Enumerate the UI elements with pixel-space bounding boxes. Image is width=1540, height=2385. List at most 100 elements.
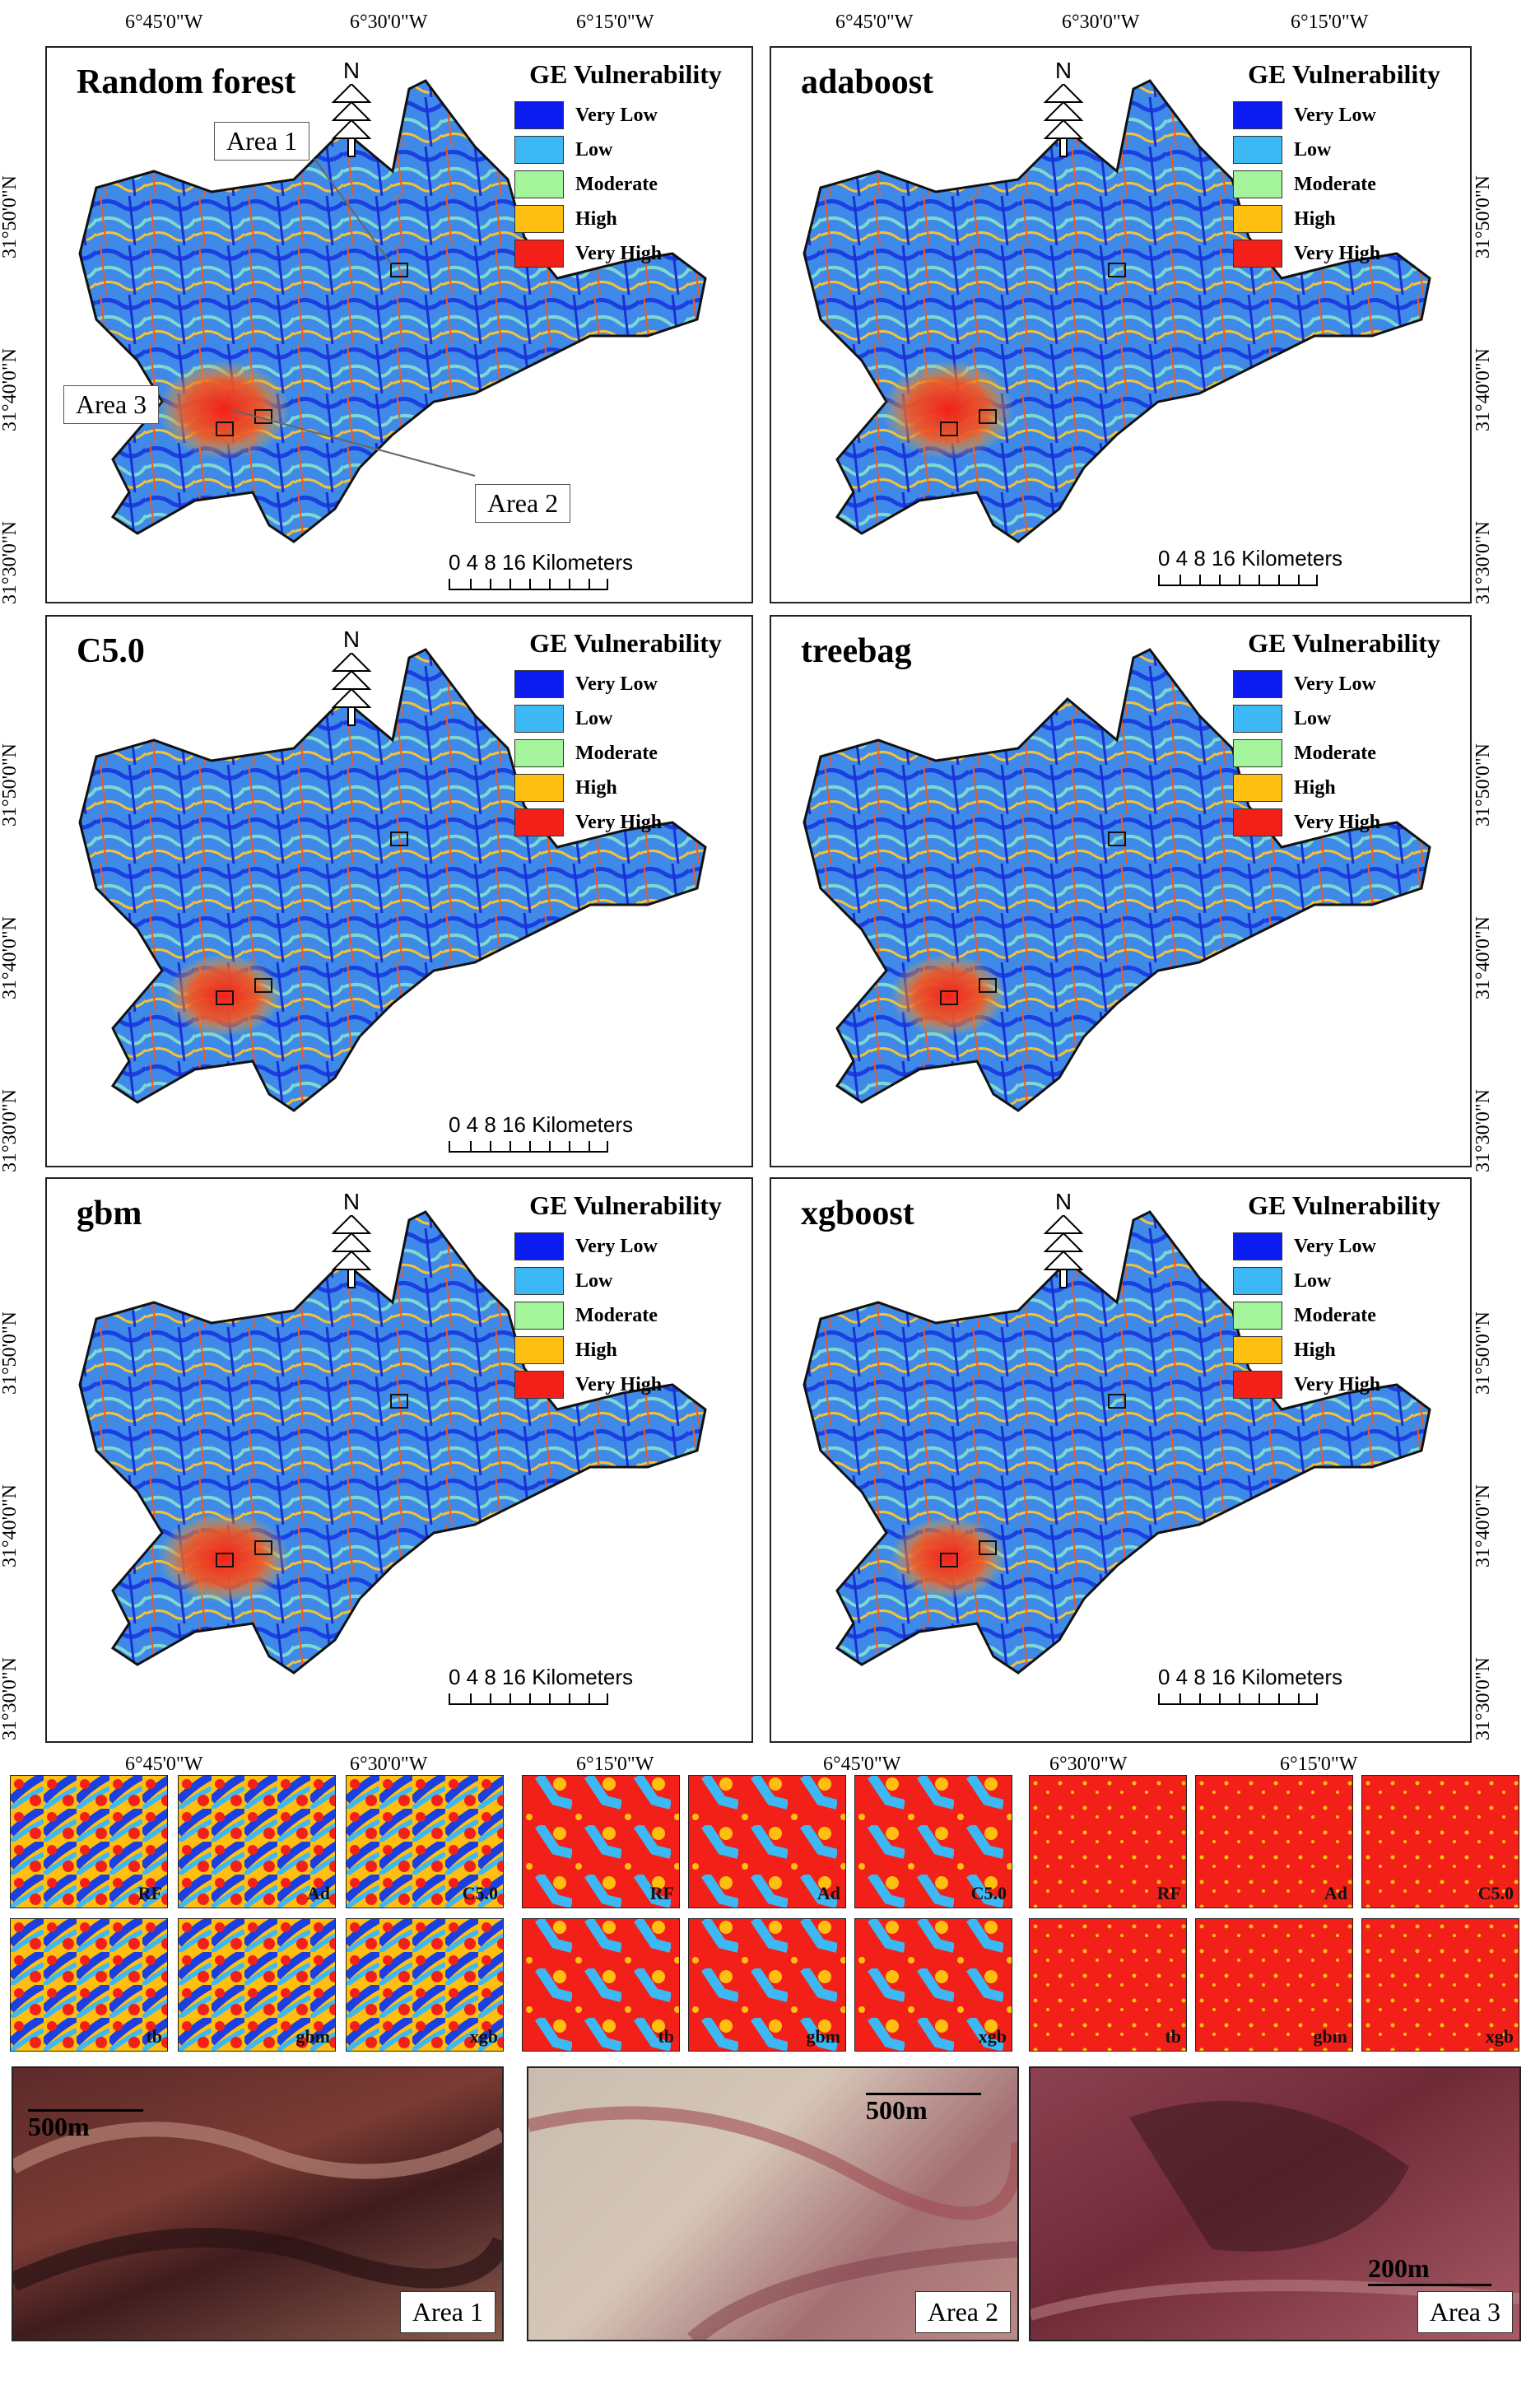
legend-row-very-high: Very High: [514, 805, 737, 840]
panel-title: xgboost: [801, 1195, 914, 1232]
lon-label-3: 6°15'0"W: [576, 12, 654, 33]
scale-bar: 0 4 8 16 Kilometers: [449, 550, 633, 590]
thumb-label: C5.0: [1477, 1883, 1514, 1903]
scale-label: 0 4 8 16 Kilometers: [449, 1665, 634, 1689]
legend-row-very-low: Very Low: [1233, 1229, 1455, 1264]
thumb-label: tb: [146, 2026, 162, 2047]
thumb-area1-ad: Ad: [178, 1775, 336, 1908]
legend-row-very-high: Very High: [1233, 1367, 1455, 1402]
map-image-treebag: [803, 648, 1431, 1112]
swatch-very-high: [514, 240, 564, 268]
swatch-very-low: [1233, 101, 1282, 129]
legend-row-high: High: [514, 1333, 737, 1367]
legend: GE Vulnerability Very Low Low Moderate H…: [514, 628, 737, 840]
thumb-area1-c50: C5.0: [346, 1775, 504, 1908]
legend-label: Low: [575, 138, 613, 161]
swatch-very-low: [1233, 1232, 1282, 1260]
swatch-low: [514, 1267, 564, 1295]
lon-label-2: 6°30'0"W: [350, 12, 428, 33]
thumb-label: Ad: [1324, 1883, 1347, 1903]
legend-label: Very High: [1294, 242, 1381, 264]
lon-label-bottom-2: 6°30'0"W: [350, 1754, 428, 1775]
lat-label-right-9: 31°30'0"N: [1473, 1656, 1495, 1741]
north-arrow-icon: N: [1039, 58, 1088, 157]
swatch-very-high: [1233, 1371, 1282, 1399]
lon-label-1: 6°45'0"W: [125, 12, 203, 33]
photo-area-3: 200m Area 3: [1029, 2066, 1521, 2341]
legend-title: GE Vulnerability: [529, 1190, 722, 1220]
swatch-very-low: [514, 101, 564, 129]
photo-scale: 500m: [866, 2093, 981, 2126]
photo-area-1: 500m Area 1: [12, 2066, 504, 2341]
legend-label: Very High: [575, 242, 663, 264]
map-image-random-forest: [78, 79, 707, 543]
legend-label: Very Low: [1294, 673, 1376, 695]
legend-title: GE Vulnerability: [1248, 628, 1440, 658]
legend-row-very-high: Very High: [514, 236, 737, 271]
lon-label-bottom-6: 6°15'0"W: [1280, 1754, 1358, 1775]
legend-row-moderate: Moderate: [514, 1298, 737, 1333]
legend-row-moderate: Moderate: [1233, 1298, 1455, 1333]
map-image-xgboost: [803, 1210, 1431, 1675]
scale-line: [449, 1141, 608, 1153]
swatch-high: [514, 205, 564, 233]
thumb-label: gbm: [295, 2026, 330, 2047]
legend-label: Low: [575, 707, 613, 729]
north-arrow-icon: N: [327, 1189, 376, 1288]
thumb-label: tb: [1165, 2026, 1181, 2047]
swatch-high: [1233, 774, 1282, 802]
lat-label-right-8: 31°40'0"N: [1473, 1484, 1495, 1568]
legend-label: High: [1294, 776, 1336, 799]
legend-label: Very Low: [575, 673, 658, 695]
scale-bar: 0 4 8 16 Kilometers: [1158, 546, 1342, 586]
thumb-label: RF: [1156, 1883, 1181, 1903]
thumb-label: C5.0: [462, 1883, 498, 1903]
scale-bar: 0 4 8 16 Kilometers: [449, 1112, 633, 1153]
lon-label-6: 6°15'0"W: [1291, 12, 1369, 33]
legend-title: GE Vulnerability: [529, 59, 722, 89]
swatch-low: [1233, 136, 1282, 164]
lat-label-left-9: 31°30'0"N: [0, 1656, 21, 1741]
legend-row-high: High: [1233, 1333, 1455, 1367]
thumb-area2-rf: RF: [522, 1775, 680, 1908]
thumb-area2-xgb: xgb: [854, 1918, 1012, 2052]
legend-row-very-high: Very High: [1233, 236, 1455, 271]
area-1-callout: Area 1: [214, 122, 310, 161]
legend-row-very-low: Very Low: [1233, 98, 1455, 133]
lon-label-bottom-3: 6°15'0"W: [576, 1754, 654, 1775]
legend-row-high: High: [1233, 771, 1455, 805]
scale-line: [449, 579, 608, 590]
thumb-label: gbm: [806, 2026, 840, 2047]
swatch-very-high: [514, 1371, 564, 1399]
area-label: Area 2: [914, 2291, 1011, 2333]
legend-label: Very Low: [1294, 104, 1376, 126]
lat-label-right-3: 31°30'0"N: [1473, 520, 1495, 605]
map-panel-xgboost: xgboost N GE Vulnerability Very Low Low …: [770, 1177, 1472, 1743]
swatch-moderate: [514, 170, 564, 198]
map-image-gbm: [78, 1210, 707, 1675]
legend-title: GE Vulnerability: [1248, 1190, 1440, 1220]
legend-label: High: [575, 207, 617, 230]
thumb-area1-rf: RF: [10, 1775, 168, 1908]
swatch-very-high: [1233, 808, 1282, 836]
scale-line: [449, 1693, 608, 1705]
legend: GE Vulnerability Very Low Low Moderate H…: [1233, 1190, 1455, 1402]
panel-title: treebag: [801, 632, 912, 670]
legend-row-low: Low: [1233, 133, 1455, 167]
legend-label: Very High: [1294, 811, 1381, 833]
thumb-label: gbm: [1313, 2026, 1347, 2047]
swatch-moderate: [514, 1302, 564, 1330]
legend: GE Vulnerability Very Low Low Moderate H…: [1233, 628, 1455, 840]
legend-row-very-low: Very Low: [514, 98, 737, 133]
legend-label: Moderate: [575, 173, 658, 195]
scale-label: 0 4 8 16 Kilometers: [1158, 1665, 1343, 1689]
map-panel-adaboost: adaboost N GE Vulnerability Very Low Low…: [770, 46, 1472, 603]
thumb-area2-tb: tb: [522, 1918, 680, 2052]
legend-label: Low: [1294, 707, 1332, 729]
thumb-area3-xgb: xgb: [1361, 1918, 1519, 2052]
legend-row-moderate: Moderate: [514, 736, 737, 771]
legend-label: High: [575, 1339, 617, 1361]
area-3-callout: Area 3: [63, 385, 160, 424]
lat-label-left-2: 31°40'0"N: [0, 347, 21, 432]
thumb-area3-rf: RF: [1029, 1775, 1187, 1908]
